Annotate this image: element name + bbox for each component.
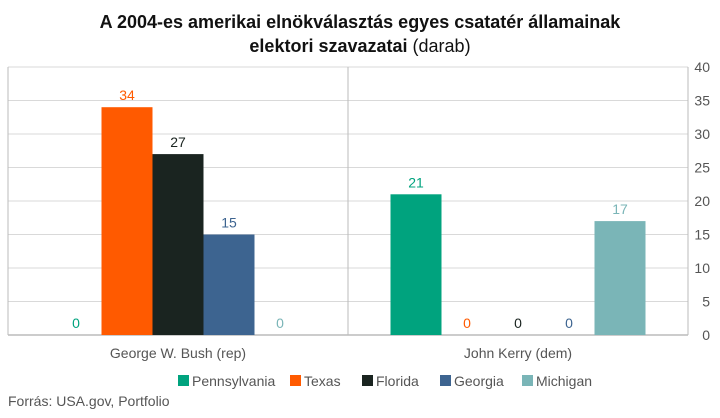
legend-swatch	[440, 375, 451, 386]
y-tick-label: 0	[702, 327, 710, 343]
data-label: 21	[408, 174, 424, 190]
y-tick-label: 10	[694, 260, 710, 276]
bar	[101, 107, 153, 335]
legend-swatch	[362, 375, 373, 386]
data-label: 0	[72, 315, 80, 331]
category-label: George W. Bush (rep)	[110, 345, 246, 361]
legend-label: Pennsylvania	[192, 373, 275, 389]
y-tick-label: 30	[694, 126, 710, 142]
bar	[152, 154, 204, 335]
data-label: 0	[276, 315, 284, 331]
data-label: 0	[463, 315, 471, 331]
bar	[203, 234, 255, 335]
title-unit: (darab)	[412, 36, 471, 56]
category-label: John Kerry (dem)	[464, 345, 572, 361]
data-label: 17	[612, 201, 628, 217]
source-note: Forrás: USA.gov, Portfolio	[8, 393, 170, 409]
bar	[390, 194, 442, 335]
bar	[594, 221, 646, 335]
y-tick-label: 35	[694, 93, 710, 109]
y-tick-label: 20	[694, 193, 710, 209]
legend-label: Texas	[304, 373, 341, 389]
y-tick-label: 5	[702, 294, 710, 310]
title-line-2: elektori szavazatai (darab)	[0, 34, 720, 58]
data-label: 0	[514, 315, 522, 331]
title-line-1: A 2004-es amerikai elnökválasztás egyes …	[99, 12, 621, 32]
y-tick-label: 25	[694, 160, 710, 176]
data-label: 34	[119, 87, 135, 103]
legend-label: Florida	[376, 373, 419, 389]
y-tick-label: 40	[694, 59, 710, 75]
legend-swatch	[522, 375, 533, 386]
data-label: 27	[170, 134, 186, 150]
chart-title: A 2004-es amerikai elnökválasztás egyes …	[0, 10, 720, 58]
data-label: 0	[565, 315, 573, 331]
legend-label: Georgia	[454, 373, 504, 389]
legend-label: Michigan	[536, 373, 592, 389]
title-bold-part: elektori szavazatai	[249, 36, 408, 56]
legend-swatch	[178, 375, 189, 386]
data-label: 15	[221, 215, 237, 231]
legend-swatch	[290, 375, 301, 386]
y-tick-label: 15	[694, 227, 710, 243]
